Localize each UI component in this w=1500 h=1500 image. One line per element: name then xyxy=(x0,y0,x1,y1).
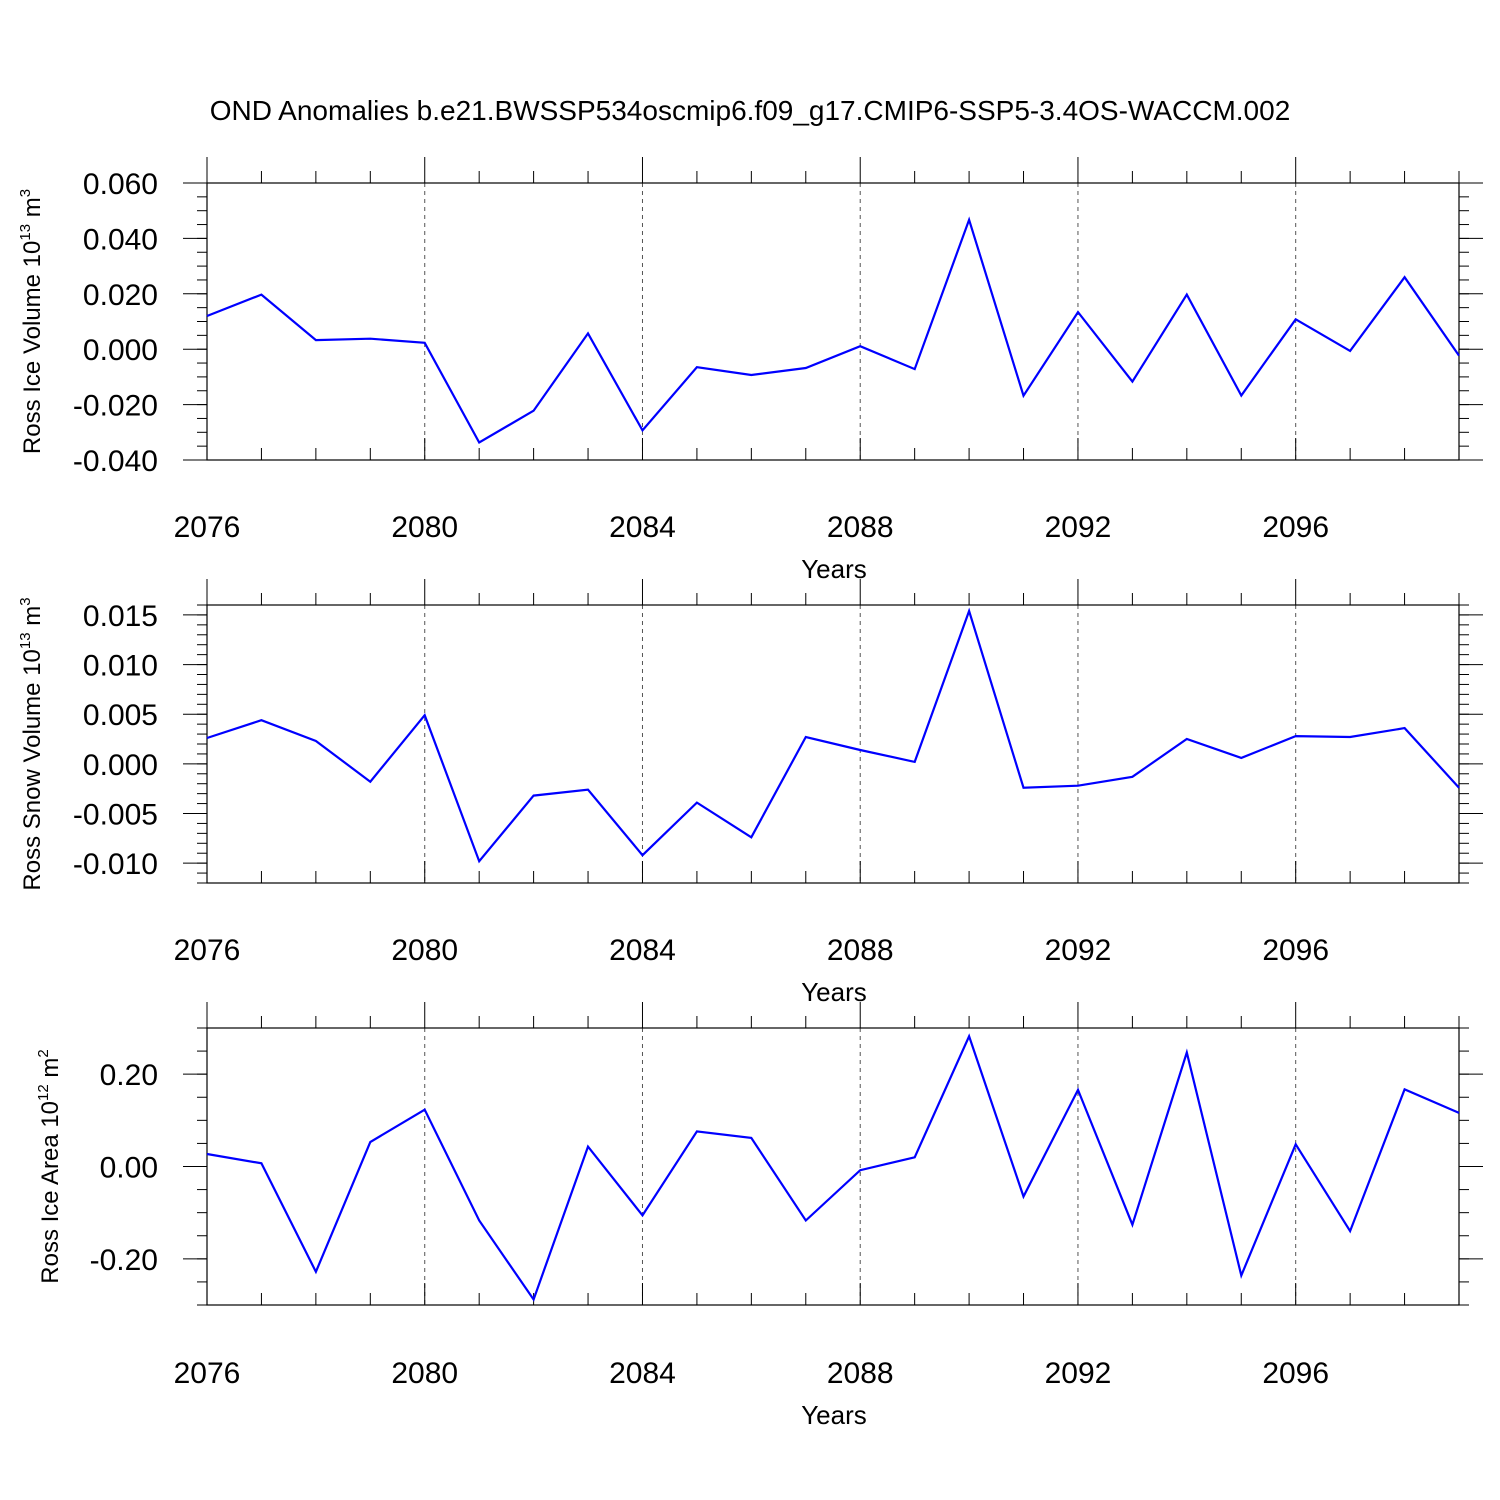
y-tick-label: 0.000 xyxy=(83,334,158,367)
x-tick-label: 2096 xyxy=(1262,511,1329,544)
panel-1: -0.040 -0.020 0.000 0.020 0.040 0.060 2076 2080… xyxy=(17,157,1483,584)
y-tick-label: -0.20 xyxy=(90,1244,158,1277)
y-tick-label: 0.060 xyxy=(83,168,158,201)
x-axis-label: Years xyxy=(801,554,867,584)
x-tick-label: 2096 xyxy=(1262,1357,1329,1390)
y-tick-label: 0.005 xyxy=(83,699,158,732)
x-tick-label: 2092 xyxy=(1045,1357,1112,1390)
series-line xyxy=(206,607,1460,864)
x-tick-label: 2080 xyxy=(391,934,458,967)
y-tick-label: -0.040 xyxy=(73,445,158,478)
x-tick-label: 2084 xyxy=(609,511,676,544)
y-axis-label: Ross Ice Volume 1013 m3 xyxy=(17,189,46,454)
chart-title: OND Anomalies b.e21.BWSSP534oscmip6.f09_… xyxy=(210,95,1291,126)
y-axis-label: Ross Ice Area 1012 m2 xyxy=(35,1049,64,1283)
y-axis-label: Ross Snow Volume 1013 m3 xyxy=(17,597,46,890)
x-tick-label: 2092 xyxy=(1045,511,1112,544)
x-tick-label: 2076 xyxy=(174,934,241,967)
y-tick-label: 0.020 xyxy=(83,279,158,312)
x-tick-label: 2084 xyxy=(609,1357,676,1390)
x-axis-label: Years xyxy=(801,977,867,1007)
panel-2: -0.010 -0.005 0.000 0.005 0.010 0.015 2076 2080… xyxy=(17,579,1483,1007)
y-tick-label: 0.010 xyxy=(83,650,158,683)
series-line xyxy=(206,216,1460,445)
x-tick-label: 2088 xyxy=(827,934,894,967)
y-tick-label: 0.000 xyxy=(83,749,158,782)
y-tick-label: 0.00 xyxy=(100,1152,158,1185)
x-axis-label: Years xyxy=(801,1400,867,1430)
plot-frame xyxy=(206,182,1460,461)
series-line xyxy=(206,1033,1460,1302)
x-tick-label: 2084 xyxy=(609,934,676,967)
x-tick-label: 2080 xyxy=(391,1357,458,1390)
y-tick-label: 0.20 xyxy=(100,1059,158,1092)
y-tick-label: 0.040 xyxy=(83,223,158,256)
x-tick-label: 2092 xyxy=(1045,934,1112,967)
x-tick-label: 2088 xyxy=(827,511,894,544)
x-tick-label: 2080 xyxy=(391,511,458,544)
y-tick-label: 0.015 xyxy=(83,600,158,633)
x-tick-label: 2076 xyxy=(174,511,241,544)
plot-frame xyxy=(206,1027,1460,1306)
y-tick-label: -0.010 xyxy=(73,848,158,881)
y-tick-label: -0.020 xyxy=(73,390,158,423)
y-tick-label: -0.005 xyxy=(73,799,158,832)
panel-3: -0.20 0.00 0.20 2076 2080 2084 2088 2092 2096 Yea… xyxy=(35,1002,1483,1430)
x-tick-label: 2096 xyxy=(1262,934,1329,967)
x-tick-label: 2076 xyxy=(174,1357,241,1390)
x-tick-label: 2088 xyxy=(827,1357,894,1390)
